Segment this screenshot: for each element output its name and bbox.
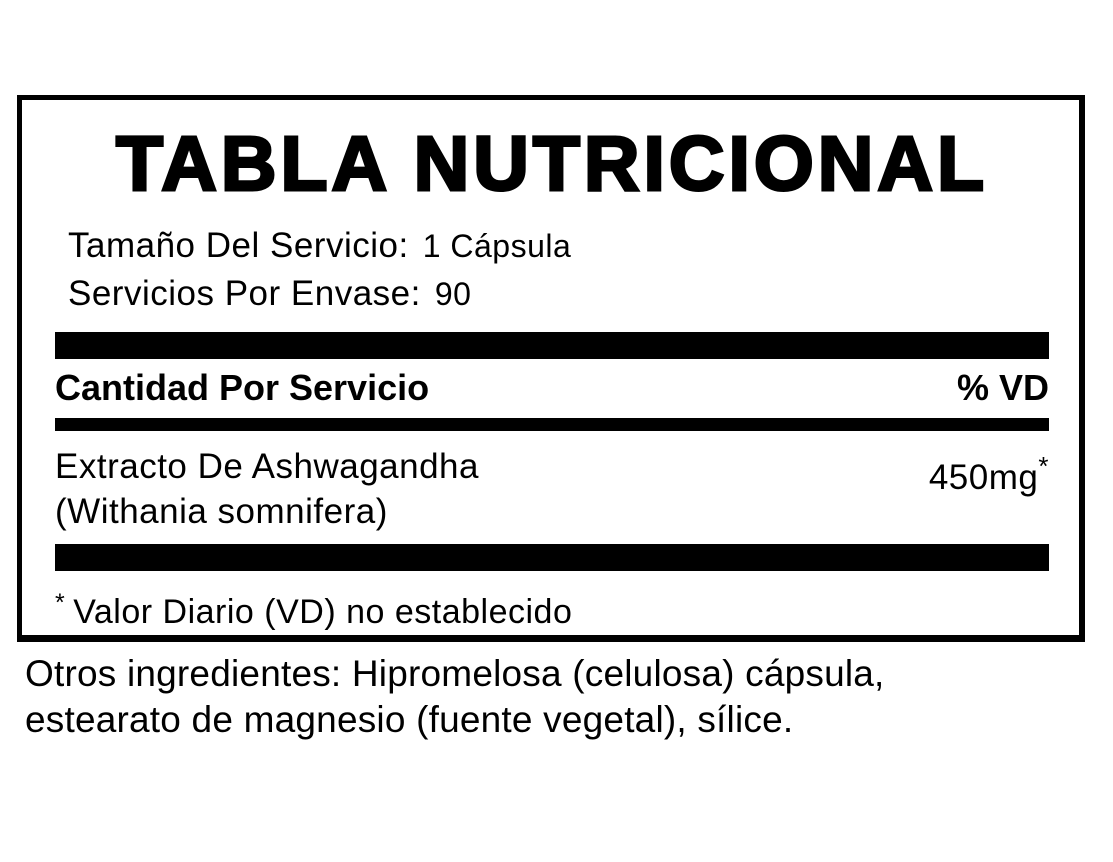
panel-title: TABLA NUTRICIONAL [114, 121, 989, 208]
serving-size-row: Tamaño Del Servicio: 1 Cápsula [68, 222, 1049, 270]
other-ingredients-paragraph: Otros ingredientes: Hipromelosa (celulos… [25, 651, 1100, 743]
servings-per-container-label: Servicios Por Envase: [68, 274, 421, 313]
footnote-text: Valor Diario (VD) no establecido [73, 593, 573, 631]
daily-value-label: % VD [956, 367, 1049, 408]
amount-per-serving-label: Cantidad Por Servicio [55, 367, 430, 408]
nutrient-amount-value: 450mg [928, 458, 1039, 497]
footnote-mark: * [55, 589, 66, 617]
serving-info-block: Tamaño Del Servicio: 1 Cápsula Servicios… [55, 222, 1049, 318]
nutrient-footnote-mark: * [1038, 451, 1049, 481]
serving-size-value: 1 Cápsula [422, 228, 572, 264]
other-ingredients-line2: estearato de magnesio (fuente vegetal), … [25, 699, 794, 740]
thick-divider-bottom [55, 544, 1049, 571]
footnote-row: * Valor Diario (VD) no establecido [55, 571, 1049, 634]
nutrient-name: Extracto De Ashwagandha (Withania somnif… [55, 444, 479, 534]
thin-divider [55, 418, 1049, 431]
serving-size-label: Tamaño Del Servicio: [68, 226, 409, 265]
amount-header-row: Cantidad Por Servicio % VD [55, 359, 1049, 418]
servings-per-container-row: Servicios Por Envase: 90 [68, 270, 1049, 318]
nutrient-name-line1: Extracto De Ashwagandha [55, 447, 479, 486]
servings-per-container-value: 90 [434, 276, 472, 312]
nutrient-name-line2: (Withania somnifera) [55, 492, 388, 531]
thick-divider-top [55, 332, 1049, 359]
nutrient-row: Extracto De Ashwagandha (Withania somnif… [55, 431, 1049, 544]
nutrient-amount: 450mg* [929, 444, 1049, 534]
nutrition-panel: TABLA NUTRICIONAL Tamaño Del Servicio: 1… [17, 95, 1085, 642]
other-ingredients-line1: Otros ingredientes: Hipromelosa (celulos… [25, 653, 885, 694]
